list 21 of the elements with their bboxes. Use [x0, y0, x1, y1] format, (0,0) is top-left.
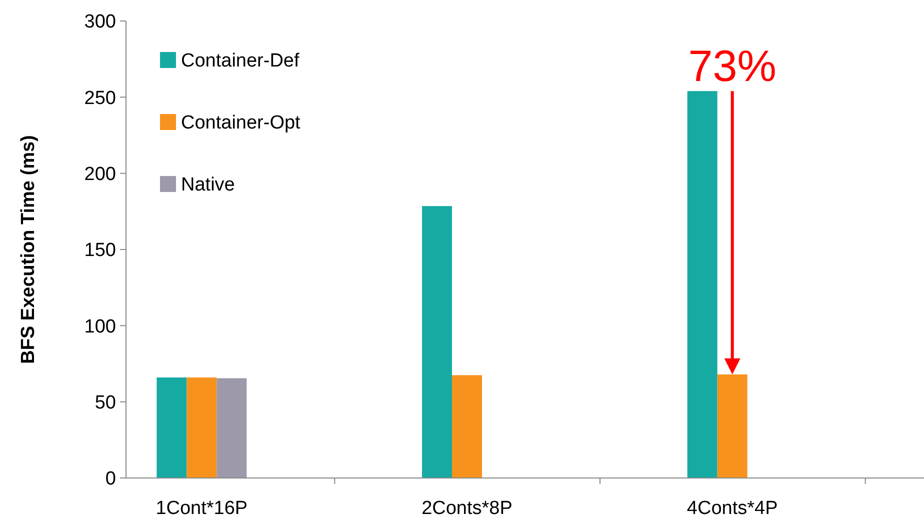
bar [422, 206, 452, 478]
bar [452, 375, 482, 478]
bar [216, 378, 247, 478]
legend-label: Container-Opt [181, 112, 302, 134]
legend-label: Container-Def [181, 50, 300, 72]
y-tick-label: 0 [105, 468, 116, 490]
y-tick-label: 50 [94, 392, 116, 414]
y-tick-label: 150 [84, 240, 116, 262]
bar [186, 377, 217, 478]
y-tick-label: 250 [84, 88, 116, 109]
y-axis-title: BFS Execution Time (ms) [18, 135, 39, 364]
y-tick-label: 300 [84, 12, 116, 33]
y-tick-label: 100 [84, 316, 116, 338]
bar [156, 377, 187, 478]
y-tick-label: 200 [84, 164, 116, 185]
bar [687, 91, 718, 478]
x-tick-label: 4Conts*4P [686, 498, 778, 519]
x-tick-label: 2Conts*8P [422, 498, 512, 519]
annotation: 73% [688, 42, 776, 92]
x-tick-label: 1Cont*16P [156, 498, 248, 519]
legend-label: Native [181, 174, 235, 196]
